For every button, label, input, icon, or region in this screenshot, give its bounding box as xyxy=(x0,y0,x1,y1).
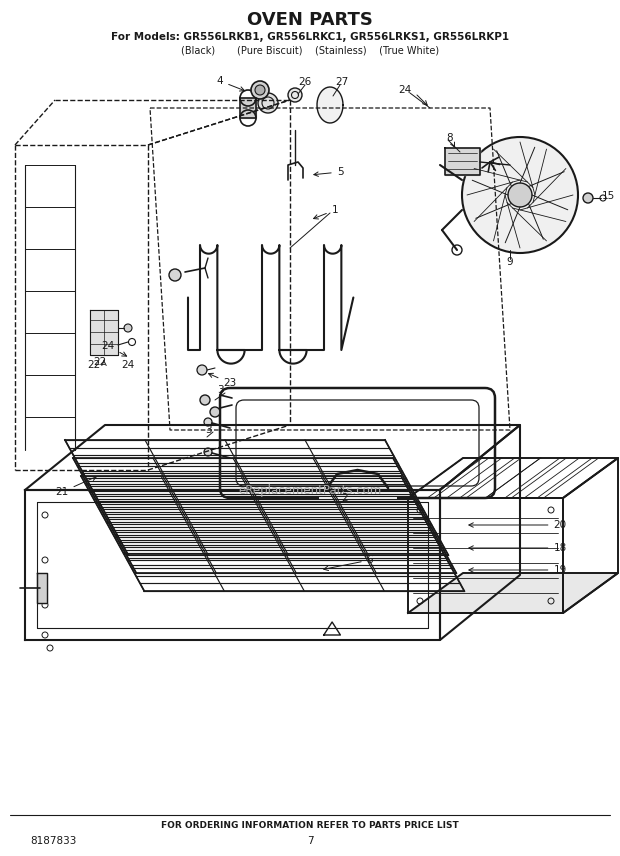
Text: 24: 24 xyxy=(122,360,135,370)
Text: 23: 23 xyxy=(208,373,237,388)
Text: 8: 8 xyxy=(446,133,454,147)
Text: OVEN PARTS: OVEN PARTS xyxy=(247,11,373,29)
Circle shape xyxy=(258,93,278,113)
Text: 24: 24 xyxy=(102,341,126,356)
Text: For Models: GR556LRKB1, GR556LRKC1, GR556LRKS1, GR556LRKP1: For Models: GR556LRKB1, GR556LRKC1, GR55… xyxy=(111,32,509,42)
Circle shape xyxy=(204,448,212,456)
Text: 15: 15 xyxy=(602,191,615,201)
Text: 5: 5 xyxy=(314,167,343,177)
Circle shape xyxy=(124,324,132,332)
Polygon shape xyxy=(90,310,118,355)
Circle shape xyxy=(251,81,269,99)
Text: 24: 24 xyxy=(399,85,412,95)
Text: 22: 22 xyxy=(87,360,100,370)
Circle shape xyxy=(462,137,578,253)
Polygon shape xyxy=(240,98,256,118)
Text: 26: 26 xyxy=(298,77,312,87)
Text: 4: 4 xyxy=(216,76,244,91)
Text: 7: 7 xyxy=(307,836,313,846)
Text: FOR ORDERING INFORMATION REFER TO PARTS PRICE LIST: FOR ORDERING INFORMATION REFER TO PARTS … xyxy=(161,822,459,830)
Circle shape xyxy=(169,269,181,281)
Polygon shape xyxy=(445,148,480,175)
Text: 2: 2 xyxy=(341,488,348,503)
Text: eReplacementParts.com: eReplacementParts.com xyxy=(238,484,382,496)
Circle shape xyxy=(288,88,302,102)
Polygon shape xyxy=(317,87,343,123)
Circle shape xyxy=(255,85,265,95)
Circle shape xyxy=(583,193,593,203)
Circle shape xyxy=(508,183,532,207)
Text: 1: 1 xyxy=(314,205,339,219)
Text: 6: 6 xyxy=(324,555,373,571)
Text: 8187833: 8187833 xyxy=(30,836,76,846)
Text: 3: 3 xyxy=(205,425,211,435)
Text: 9: 9 xyxy=(507,257,513,267)
Circle shape xyxy=(197,365,207,375)
Circle shape xyxy=(210,407,220,417)
Text: 27: 27 xyxy=(335,77,348,87)
Text: 3: 3 xyxy=(216,385,223,395)
Text: 18: 18 xyxy=(469,543,567,553)
Text: 20: 20 xyxy=(469,520,567,530)
Text: 21: 21 xyxy=(55,477,97,497)
Polygon shape xyxy=(408,573,618,613)
Circle shape xyxy=(204,418,212,426)
Circle shape xyxy=(200,395,210,405)
Text: 22: 22 xyxy=(94,357,107,367)
Text: (Black)       (Pure Biscuit)    (Stainless)    (True White): (Black) (Pure Biscuit) (Stainless) (True… xyxy=(181,45,439,55)
Polygon shape xyxy=(37,573,47,603)
Text: 19: 19 xyxy=(469,565,567,575)
